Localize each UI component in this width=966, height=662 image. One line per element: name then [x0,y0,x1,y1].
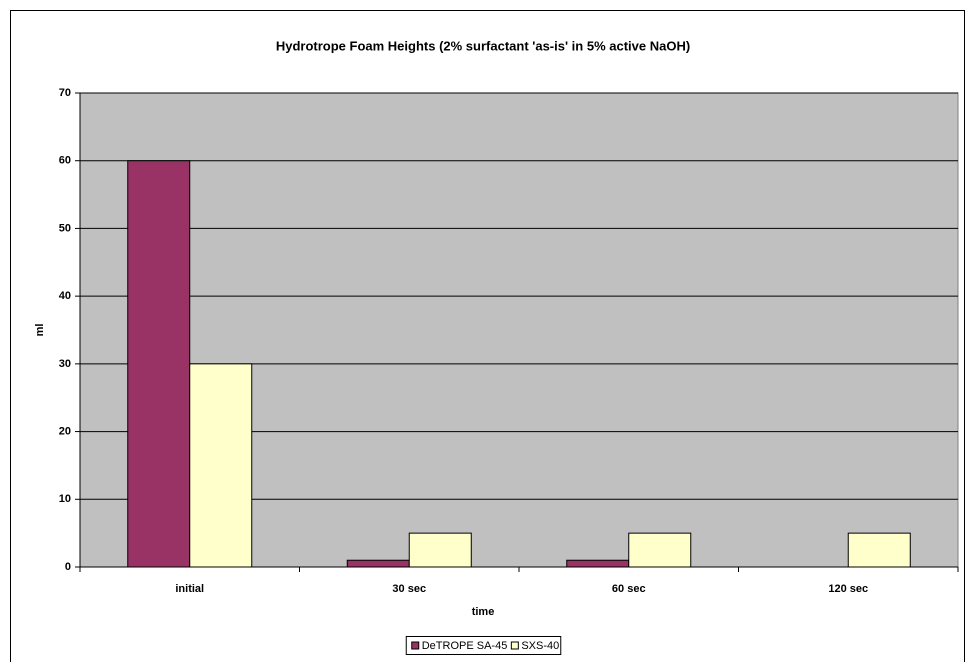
bar [127,160,191,568]
bar [566,559,630,568]
legend-label: DeTROPE SA-45 [422,640,508,652]
bar [346,559,410,568]
y-tick-label: 40 [59,290,71,302]
y-axis-label: ml [34,324,46,337]
y-tick-label: 70 [59,87,71,99]
x-tick-label: 120 sec [828,583,868,595]
bar [408,532,472,568]
bar [847,532,911,568]
x-tick-label: initial [175,583,204,595]
y-tick-label: 50 [59,222,71,234]
y-tick-label: 60 [59,155,71,167]
y-tick-label: 0 [65,561,71,573]
legend-swatch [510,641,519,650]
bar [628,532,692,568]
chart-title: Hydrotrope Foam Heights (2% surfactant '… [276,38,690,53]
y-tick-label: 10 [59,493,71,505]
bar [189,363,253,568]
x-tick-label: 30 sec [392,583,426,595]
legend-label: SXS-40 [521,640,559,652]
legend-swatch [411,641,420,650]
x-tick-label: 60 sec [612,583,646,595]
y-tick-label: 20 [59,425,71,437]
legend-box [405,636,562,655]
x-axis-label: time [472,606,495,618]
y-tick-label: 30 [59,358,71,370]
